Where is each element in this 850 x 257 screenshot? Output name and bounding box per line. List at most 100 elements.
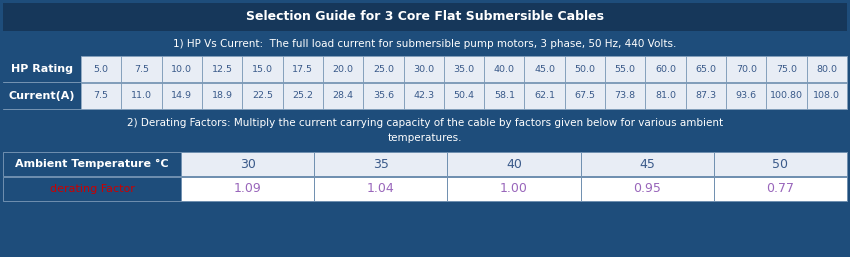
Bar (242, 83, 282, 109)
Text: 50.0: 50.0 (575, 65, 596, 74)
Bar (686, 83, 726, 109)
Text: 50.4: 50.4 (454, 91, 474, 100)
Text: 60.0: 60.0 (655, 65, 676, 74)
Text: 62.1: 62.1 (534, 91, 555, 100)
Bar (3, 110, 847, 150)
Text: temperatures.: temperatures. (388, 133, 462, 143)
Bar (564, 83, 605, 109)
Text: 18.9: 18.9 (212, 91, 233, 100)
Text: 50: 50 (773, 158, 789, 170)
Bar (122, 56, 162, 82)
Text: 1.00: 1.00 (500, 182, 528, 196)
Bar (605, 83, 645, 109)
Text: 42.3: 42.3 (413, 91, 434, 100)
Text: 0.95: 0.95 (633, 182, 661, 196)
Text: 25.2: 25.2 (292, 91, 314, 100)
Text: 45.0: 45.0 (534, 65, 555, 74)
Text: 1.04: 1.04 (367, 182, 394, 196)
Text: 35: 35 (373, 158, 388, 170)
Bar (484, 56, 524, 82)
Text: 0.77: 0.77 (767, 182, 795, 196)
Bar (282, 83, 323, 109)
Bar (3, 152, 181, 176)
Bar (581, 177, 714, 201)
Text: 25.0: 25.0 (373, 65, 394, 74)
Bar (807, 56, 847, 82)
Bar (3, 33, 847, 55)
Text: 87.3: 87.3 (695, 91, 717, 100)
Text: 70.0: 70.0 (736, 65, 756, 74)
Text: 17.5: 17.5 (292, 65, 314, 74)
Bar (314, 152, 447, 176)
Bar (404, 56, 444, 82)
Bar (714, 177, 847, 201)
Text: 2) Derating Factors: Multiply the current carrying capacity of the cable by fact: 2) Derating Factors: Multiply the curren… (127, 118, 723, 128)
Text: 67.5: 67.5 (575, 91, 596, 100)
Bar (564, 56, 605, 82)
Text: 80.0: 80.0 (816, 65, 837, 74)
Bar (363, 83, 404, 109)
Bar (767, 83, 807, 109)
Text: 93.6: 93.6 (735, 91, 756, 100)
Text: 100.80: 100.80 (770, 91, 803, 100)
Bar (444, 56, 484, 82)
Text: 7.5: 7.5 (94, 91, 109, 100)
Text: 12.5: 12.5 (212, 65, 233, 74)
Bar (202, 56, 242, 82)
Bar (3, 56, 847, 82)
Bar (122, 83, 162, 109)
Text: 58.1: 58.1 (494, 91, 515, 100)
Bar (726, 56, 767, 82)
Bar (3, 3, 847, 31)
Bar (714, 152, 847, 176)
Text: 73.8: 73.8 (615, 91, 636, 100)
Bar (524, 83, 564, 109)
Bar (3, 83, 847, 109)
Bar (686, 56, 726, 82)
Bar (404, 83, 444, 109)
Text: 30.0: 30.0 (413, 65, 434, 74)
Text: 55.0: 55.0 (615, 65, 636, 74)
Bar (447, 177, 581, 201)
Text: 1) HP Vs Current:  The full load current for submersible pump motors, 3 phase, 5: 1) HP Vs Current: The full load current … (173, 39, 677, 49)
Text: 15.0: 15.0 (252, 65, 273, 74)
Bar (3, 56, 81, 82)
Bar (242, 56, 282, 82)
Bar (447, 152, 581, 176)
Text: HP Rating: HP Rating (11, 64, 73, 74)
Text: 45: 45 (639, 158, 655, 170)
Text: 10.0: 10.0 (172, 65, 192, 74)
Text: 108.0: 108.0 (813, 91, 841, 100)
Bar (81, 83, 122, 109)
Bar (162, 56, 202, 82)
Text: 35.6: 35.6 (373, 91, 394, 100)
Text: 65.0: 65.0 (695, 65, 717, 74)
Bar (3, 177, 181, 201)
Bar (645, 56, 686, 82)
Bar (363, 56, 404, 82)
Text: 1.09: 1.09 (234, 182, 262, 196)
Bar (767, 56, 807, 82)
Text: 35.0: 35.0 (453, 65, 474, 74)
Bar (484, 83, 524, 109)
Bar (726, 83, 767, 109)
Bar (181, 152, 314, 176)
Text: 5.0: 5.0 (94, 65, 109, 74)
Text: Current(A): Current(A) (8, 91, 76, 101)
Bar (323, 83, 363, 109)
Bar (605, 56, 645, 82)
Text: Ambient Temperature °C: Ambient Temperature °C (15, 159, 169, 169)
Bar (524, 56, 564, 82)
Text: 28.4: 28.4 (332, 91, 354, 100)
Bar (181, 177, 314, 201)
Bar (323, 56, 363, 82)
Text: 40.0: 40.0 (494, 65, 515, 74)
Text: 75.0: 75.0 (776, 65, 797, 74)
Bar (444, 83, 484, 109)
Text: 11.0: 11.0 (131, 91, 152, 100)
Bar (282, 56, 323, 82)
Bar (314, 177, 447, 201)
Bar (81, 56, 122, 82)
Text: 20.0: 20.0 (332, 65, 354, 74)
Bar (162, 83, 202, 109)
